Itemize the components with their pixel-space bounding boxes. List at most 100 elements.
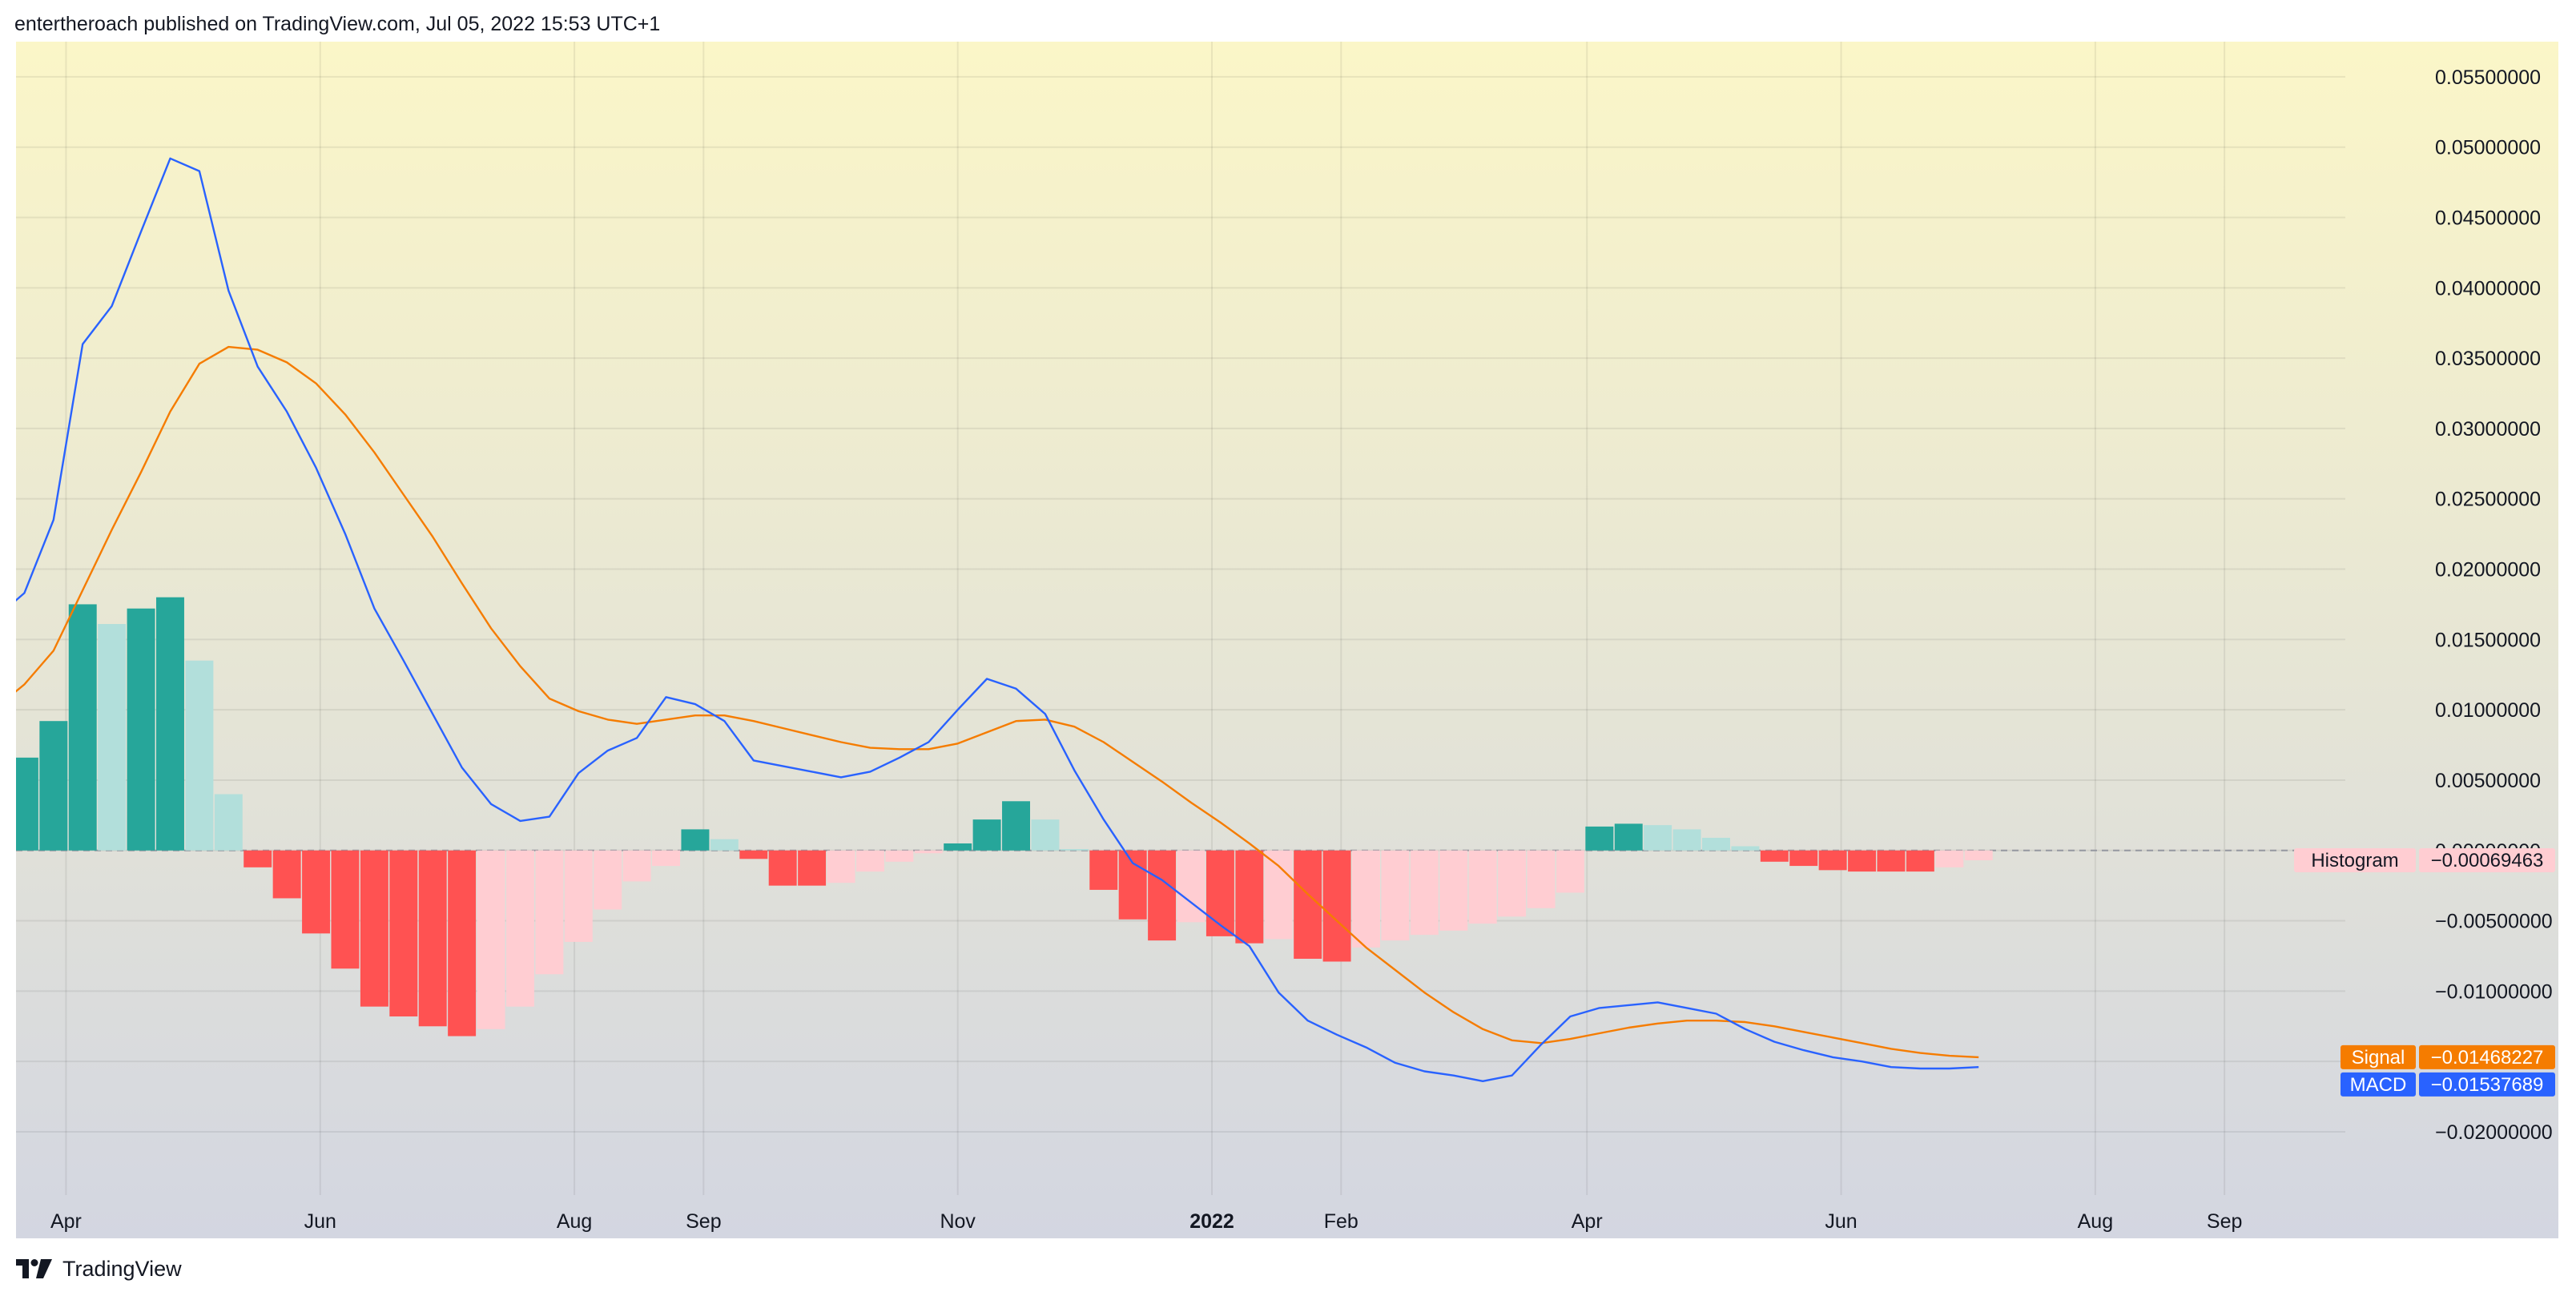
histogram-bar xyxy=(972,819,1001,851)
brand-name: TradingView xyxy=(62,1256,182,1281)
histogram-bar xyxy=(1089,850,1118,890)
y-tick-label: 0.03500000 xyxy=(2435,348,2541,370)
histogram-bar xyxy=(1498,850,1527,917)
histogram-bar xyxy=(1381,850,1410,941)
histogram-bar xyxy=(1352,850,1380,948)
histogram-bar xyxy=(1468,850,1497,924)
histogram-bar xyxy=(1701,837,1730,851)
histogram-bar xyxy=(710,839,739,851)
histogram-bar xyxy=(535,850,564,975)
histogram-bar xyxy=(185,660,214,851)
x-tick-label: 2022 xyxy=(1189,1210,1234,1233)
series-name-tag xyxy=(2341,1044,2416,1069)
series-value-tag xyxy=(2419,848,2555,873)
x-axis: Apr Jun Aug Sep Nov 2022 Feb Apr Jun Aug Sep xyxy=(50,1210,2242,1233)
y-tick-label: 0.02000000 xyxy=(2435,559,2541,582)
y-tick-label: 0.01000000 xyxy=(2435,699,2541,722)
histogram-bar xyxy=(39,721,68,851)
macd-line xyxy=(16,157,1979,1083)
histogram-bar xyxy=(1410,850,1439,936)
histogram-bar xyxy=(156,597,184,851)
x-tick-label: Apr xyxy=(50,1210,82,1233)
publisher-line: entertheroach published on TradingView.c… xyxy=(14,13,661,35)
histogram-bar xyxy=(768,850,797,886)
chart-background xyxy=(16,42,2558,1238)
histogram-bar xyxy=(594,850,622,910)
histogram-bar xyxy=(1527,850,1556,908)
histogram-bar xyxy=(1294,850,1322,959)
x-tick-label: Feb xyxy=(1324,1210,1358,1233)
y-tick-label: 0.02500000 xyxy=(2435,489,2541,511)
line-series xyxy=(16,157,1979,1083)
series-name-label: MACD xyxy=(2350,1074,2407,1096)
histogram-bar xyxy=(331,850,360,969)
y-tick-label: 0.05500000 xyxy=(2435,66,2541,89)
histogram-bar xyxy=(827,850,855,883)
histogram-bar xyxy=(855,850,884,872)
histogram-bar xyxy=(1964,850,1993,861)
histogram-bar xyxy=(127,608,155,851)
histogram-bar xyxy=(652,850,681,867)
histogram-bar xyxy=(944,843,972,851)
histogram-bar xyxy=(1148,850,1177,941)
histogram-bar xyxy=(564,850,593,942)
histogram-bar xyxy=(302,850,331,934)
histogram-bar xyxy=(360,850,388,1007)
y-tick-label: 0.04000000 xyxy=(2435,277,2541,300)
histogram-bar xyxy=(681,829,710,851)
histogram-bar xyxy=(214,794,243,851)
y-tick-label: −0.00500000 xyxy=(2435,911,2553,933)
histogram-bar xyxy=(1906,850,1934,872)
histogram-bar xyxy=(1264,850,1293,940)
histogram-bar xyxy=(885,850,914,862)
histogram-bar xyxy=(505,850,534,1007)
histogram-bar xyxy=(1439,850,1468,931)
grid xyxy=(16,42,2345,1195)
histogram-bar xyxy=(389,850,418,1016)
histogram-bar xyxy=(448,850,477,1036)
series-name-label: Signal xyxy=(2352,1047,2405,1069)
histogram-bar xyxy=(1877,850,1906,872)
histogram-bar xyxy=(798,850,827,886)
series-value-tag xyxy=(2419,1044,2555,1069)
tradingview-logo-icon xyxy=(16,1259,52,1278)
series-name-tag xyxy=(2294,848,2416,873)
histogram-bar xyxy=(1848,850,1877,872)
y-tick-label: −0.02000000 xyxy=(2435,1121,2553,1144)
x-tick-label: Aug xyxy=(557,1210,592,1233)
series-labels: Histogram −0.00069463 Signal −0.01468227 MAC… xyxy=(2294,848,2555,1097)
histogram-bar xyxy=(418,850,447,1027)
macd-chart-svg[interactable]: 0.05500000 0.05000000 0.04500000 0.04000000… xyxy=(16,42,2558,1238)
histogram-bar xyxy=(1060,849,1089,851)
histogram-bar xyxy=(914,850,943,854)
x-tick-label: Sep xyxy=(2207,1210,2242,1233)
histogram-bar xyxy=(1177,850,1205,923)
histogram-bar xyxy=(16,757,38,851)
histogram-bar xyxy=(1031,819,1060,851)
histogram-bar xyxy=(244,850,272,867)
y-tick-label: 0.04500000 xyxy=(2435,207,2541,230)
histogram-bar xyxy=(68,604,97,851)
y-tick-label: 0.00500000 xyxy=(2435,770,2541,792)
histogram-bar xyxy=(1205,850,1234,936)
histogram-bar xyxy=(1118,850,1147,920)
histogram-bar xyxy=(1644,825,1672,851)
histogram-bar xyxy=(1614,823,1643,851)
series-value-label: −0.00069463 xyxy=(2431,850,2544,871)
histogram-bar xyxy=(1731,846,1760,851)
histogram-bar xyxy=(477,850,505,1029)
histogram-bar xyxy=(98,624,127,851)
histogram-bar xyxy=(1002,801,1030,851)
x-tick-label: Sep xyxy=(686,1210,721,1233)
y-tick-label: 0.05000000 xyxy=(2435,137,2541,159)
macd-chart[interactable]: 0.05500000 0.05000000 0.04500000 0.04000000… xyxy=(16,42,2558,1238)
series-value-label: −0.01468227 xyxy=(2431,1047,2544,1069)
footer: TradingView xyxy=(16,1251,182,1286)
series-value-tag xyxy=(2419,1072,2555,1097)
histogram-bar xyxy=(1235,850,1264,944)
y-tick-label: −0.01000000 xyxy=(2435,980,2553,1003)
histogram-bar xyxy=(622,850,651,882)
x-tick-label: Apr xyxy=(1572,1210,1603,1233)
series-value-label: −0.01537689 xyxy=(2431,1074,2544,1096)
histogram-bar xyxy=(1935,850,1964,867)
